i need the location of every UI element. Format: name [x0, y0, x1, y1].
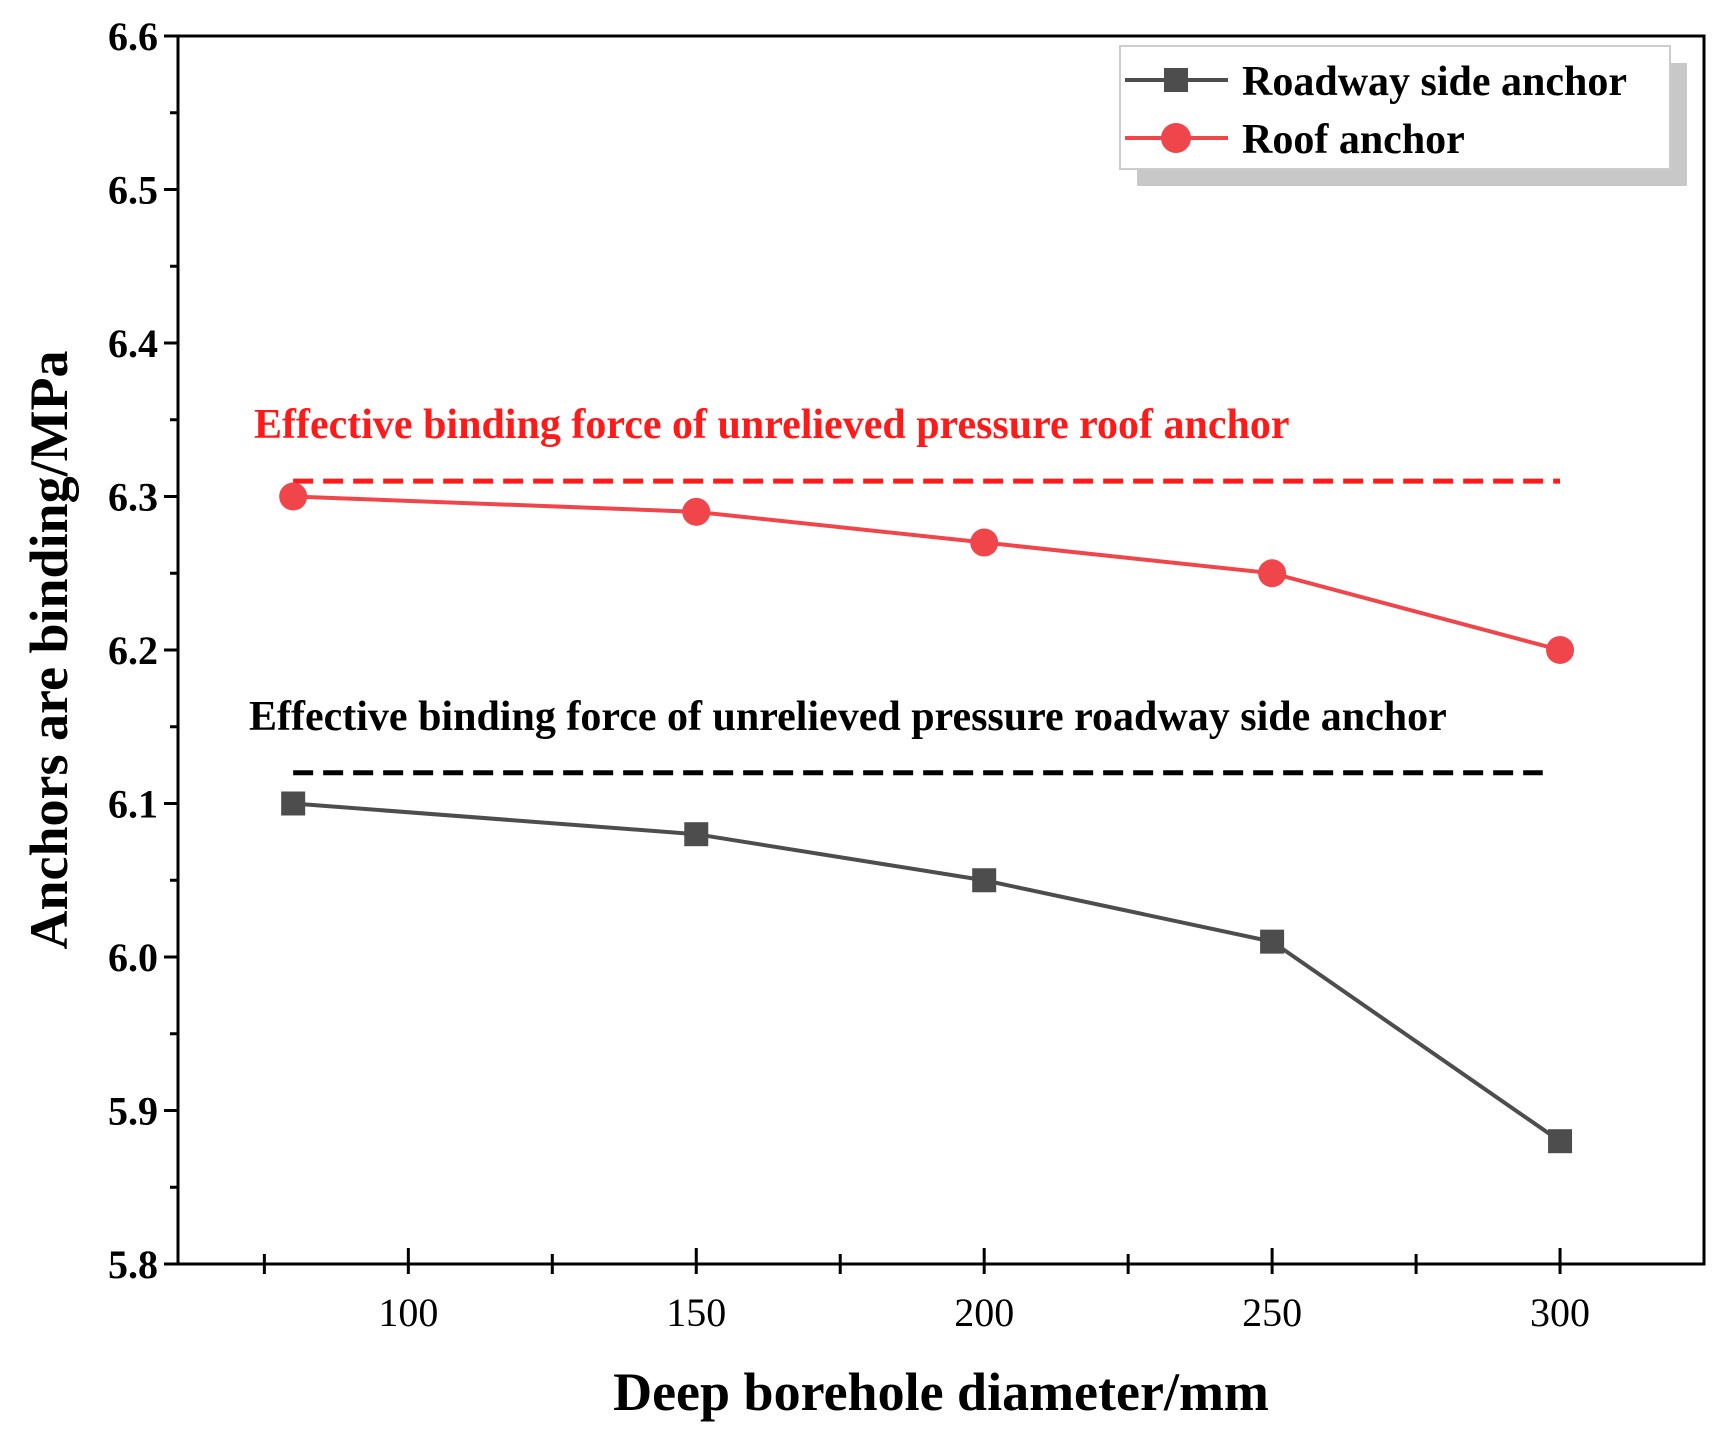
- y-tick-label: 6.0: [108, 935, 158, 980]
- x-tick-label: 100: [378, 1290, 438, 1335]
- x-axis-title: Deep borehole diameter/mm: [613, 1362, 1269, 1422]
- roof-anchor-point: [970, 528, 999, 557]
- legend-box: [1119, 45, 1671, 170]
- y-tick-label: 6.5: [108, 168, 158, 213]
- roof-anchor-point: [1546, 636, 1575, 664]
- roadway-side-anchor-point: [1260, 929, 1285, 954]
- series-layer: [279, 482, 1575, 1154]
- roof-anchor-point: [279, 482, 308, 511]
- roadway-side-anchor-point: [281, 791, 306, 816]
- roadway-side-anchor-point: [972, 868, 997, 893]
- roof-reference-label: Effective binding force of unrelieved pr…: [254, 402, 1290, 448]
- roof-anchor-point: [682, 497, 711, 526]
- legend-square-marker: [1164, 68, 1188, 92]
- x-tick-label: 200: [954, 1290, 1014, 1335]
- legend: Roadway side anchor Roof anchor: [1119, 45, 1687, 186]
- x-tick-label: 300: [1530, 1290, 1590, 1335]
- y-tick-label: 6.3: [108, 475, 158, 520]
- legend-label-roof: Roof anchor: [1242, 117, 1465, 163]
- roadway-side-anchor-point: [684, 822, 709, 847]
- roadway-reference-label: Effective binding force of unrelieved pr…: [249, 694, 1447, 740]
- legend-label-roadway: Roadway side anchor: [1242, 59, 1627, 105]
- legend-circle-marker: [1161, 123, 1191, 153]
- roof-anchor-point: [1258, 559, 1287, 588]
- y-tick-label: 5.9: [108, 1089, 158, 1134]
- x-tick-label: 150: [666, 1290, 726, 1335]
- y-axis-title: Anchors are binding/MPa: [19, 350, 79, 949]
- x-axis: 100 150 200 250 300: [262, 1248, 1590, 1335]
- y-tick-label: 6.6: [108, 14, 158, 59]
- x-tick-label: 250: [1242, 1290, 1302, 1335]
- y-tick-label: 6.1: [108, 782, 158, 827]
- reference-lines: [293, 478, 1561, 776]
- y-axis: 5.8 5.9 6.0 6.1 6.2 6.3 6.4 6.5 6.6: [108, 14, 178, 1287]
- y-tick-label: 6.4: [108, 321, 158, 366]
- roadway-side-anchor-point: [1548, 1129, 1573, 1154]
- y-tick-label: 5.8: [108, 1242, 158, 1287]
- y-tick-label: 6.2: [108, 628, 158, 673]
